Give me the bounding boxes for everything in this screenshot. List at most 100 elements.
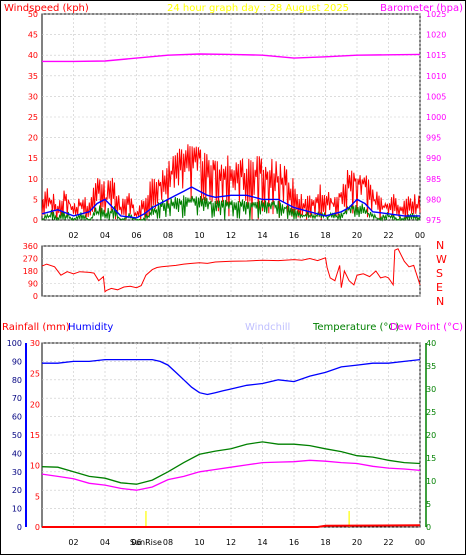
temperature-y-tick-20: 20 [426, 431, 436, 440]
humidity-y-tick-30: 30 [12, 468, 22, 477]
wind-y-tick-45: 45 [28, 31, 38, 40]
wind-average-line [41, 186, 420, 219]
top-x-tick-16: 16 [289, 231, 299, 240]
bottom-x-tick-20: 20 [352, 538, 362, 547]
temperature-y-tick-0: 0 [426, 523, 431, 532]
humidity-y-tick-100: 100 [7, 339, 22, 348]
top-x-tick-00: 00 [415, 231, 425, 240]
wind-barometer-panel: 0510152025303540455097598098599099510001… [28, 10, 447, 240]
direction-letter-e: E [436, 281, 443, 294]
wind-y-tick-40: 40 [28, 51, 38, 60]
barometer-y-tick-975: 975 [426, 216, 441, 225]
barometer-axis-label: Barometer (hpa) [380, 3, 463, 14]
windchill-label: Windchill [245, 322, 290, 333]
rainfall-axis-label: Rainfall (mm) [2, 322, 70, 333]
bottom-x-tick-16: 16 [289, 538, 299, 547]
bottom-x-tick-14: 14 [257, 538, 267, 547]
temperature-y-tick-25: 25 [426, 408, 436, 417]
bottom-x-tick-00: 00 [415, 538, 425, 547]
humidity-y-tick-50: 50 [12, 431, 22, 440]
wind-direction-line [41, 248, 421, 293]
barometer-y-tick-1000: 1000 [426, 113, 446, 122]
humidity-y-tick-20: 20 [12, 486, 22, 495]
humidity-axis-label: Humidity [68, 322, 113, 333]
wind-y-tick-35: 35 [28, 72, 38, 81]
barometer-y-tick-980: 980 [426, 195, 441, 204]
direction-letter-n: N [436, 295, 444, 308]
wind-y-tick-15: 15 [28, 154, 38, 163]
temperature-line [41, 441, 421, 485]
top-x-tick-10: 10 [194, 231, 204, 240]
barometer-y-tick-1025: 1025 [426, 10, 446, 19]
barometer-y-tick-985: 985 [426, 175, 441, 184]
dewpoint-line [41, 459, 421, 491]
wind-y-tick-50: 50 [28, 10, 38, 19]
wind-y-tick-25: 25 [28, 113, 38, 122]
rain-y-tick-10: 10 [30, 462, 40, 471]
rain-humidity-temperature-panel: 0102030405060708090100051015202530051015… [7, 339, 436, 547]
barometer-y-tick-995: 995 [426, 134, 441, 143]
direction-letter-s: S [436, 267, 443, 280]
direction-y-tick-90: 90 [28, 280, 38, 289]
bottom-x-tick-18: 18 [320, 538, 330, 547]
bottom-x-tick-10: 10 [194, 538, 204, 547]
bottom-x-tick-04: 04 [100, 538, 110, 547]
humidity-y-tick-70: 70 [12, 394, 22, 403]
top-x-tick-14: 14 [257, 231, 267, 240]
temperature-y-tick-40: 40 [426, 339, 436, 348]
top-x-tick-22: 22 [383, 231, 393, 240]
rain-y-tick-15: 15 [30, 431, 40, 440]
temperature-y-tick-30: 30 [426, 385, 436, 394]
temperature-y-tick-10: 10 [426, 477, 436, 486]
direction-y-tick-360: 360 [23, 242, 38, 251]
rain-y-tick-5: 5 [35, 492, 40, 501]
bottom-x-tick-02: 02 [68, 538, 78, 547]
top-x-tick-20: 20 [352, 231, 362, 240]
barometer-y-tick-1015: 1015 [426, 51, 446, 60]
rainfall-line [42, 524, 421, 528]
bottom-x-tick-12: 12 [226, 538, 236, 547]
wind-y-tick-20: 20 [28, 134, 38, 143]
direction-y-tick-270: 270 [23, 255, 38, 264]
wind-y-tick-0: 0 [33, 216, 38, 225]
wind-low-line [41, 195, 421, 222]
temperature-y-tick-15: 15 [426, 454, 436, 463]
humidity-y-tick-10: 10 [12, 505, 22, 514]
bottom-x-tick-08: 08 [163, 538, 173, 547]
barometer-line [42, 53, 421, 63]
top-x-tick-18: 18 [320, 231, 330, 240]
direction-letter-w: W [436, 253, 447, 266]
top-x-tick-04: 04 [100, 231, 110, 240]
humidity-y-tick-90: 90 [12, 357, 22, 366]
top-x-tick-06: 06 [131, 231, 141, 240]
barometer-y-tick-1010: 1010 [426, 72, 446, 81]
temperature-y-tick-35: 35 [426, 362, 436, 371]
graph-title: 24 hour graph day : 28 August 2025 [167, 3, 349, 14]
barometer-y-tick-990: 990 [426, 154, 441, 163]
dewpoint-axis-label: Dew Point (°C) [390, 322, 463, 333]
rain-y-tick-20: 20 [30, 400, 40, 409]
rain-y-tick-25: 25 [30, 370, 40, 379]
humidity-y-tick-60: 60 [12, 413, 22, 422]
rain-y-tick-0: 0 [35, 523, 40, 532]
barometer-y-tick-1020: 1020 [426, 31, 446, 40]
top-x-tick-02: 02 [68, 231, 78, 240]
barometer-y-tick-1005: 1005 [426, 92, 446, 101]
temperature-y-tick-5: 5 [426, 500, 431, 509]
direction-y-tick-0: 0 [33, 292, 38, 301]
humidity-y-tick-0: 0 [17, 523, 22, 532]
top-x-tick-08: 08 [163, 231, 173, 240]
wind-y-tick-5: 5 [33, 195, 38, 204]
top-x-tick-12: 12 [226, 231, 236, 240]
direction-letter-n: N [436, 239, 444, 252]
humidity-y-tick-40: 40 [12, 449, 22, 458]
wind-axis-label: Windspeed (kph) [4, 3, 89, 14]
bottom-x-tick-06: 06 [131, 538, 141, 547]
bottom-x-tick-22: 22 [383, 538, 393, 547]
temperature-axis-label: Temperature (°C) [312, 322, 399, 333]
rain-y-tick-30: 30 [30, 339, 40, 348]
wind-y-tick-10: 10 [28, 175, 38, 184]
wind-y-tick-30: 30 [28, 92, 38, 101]
